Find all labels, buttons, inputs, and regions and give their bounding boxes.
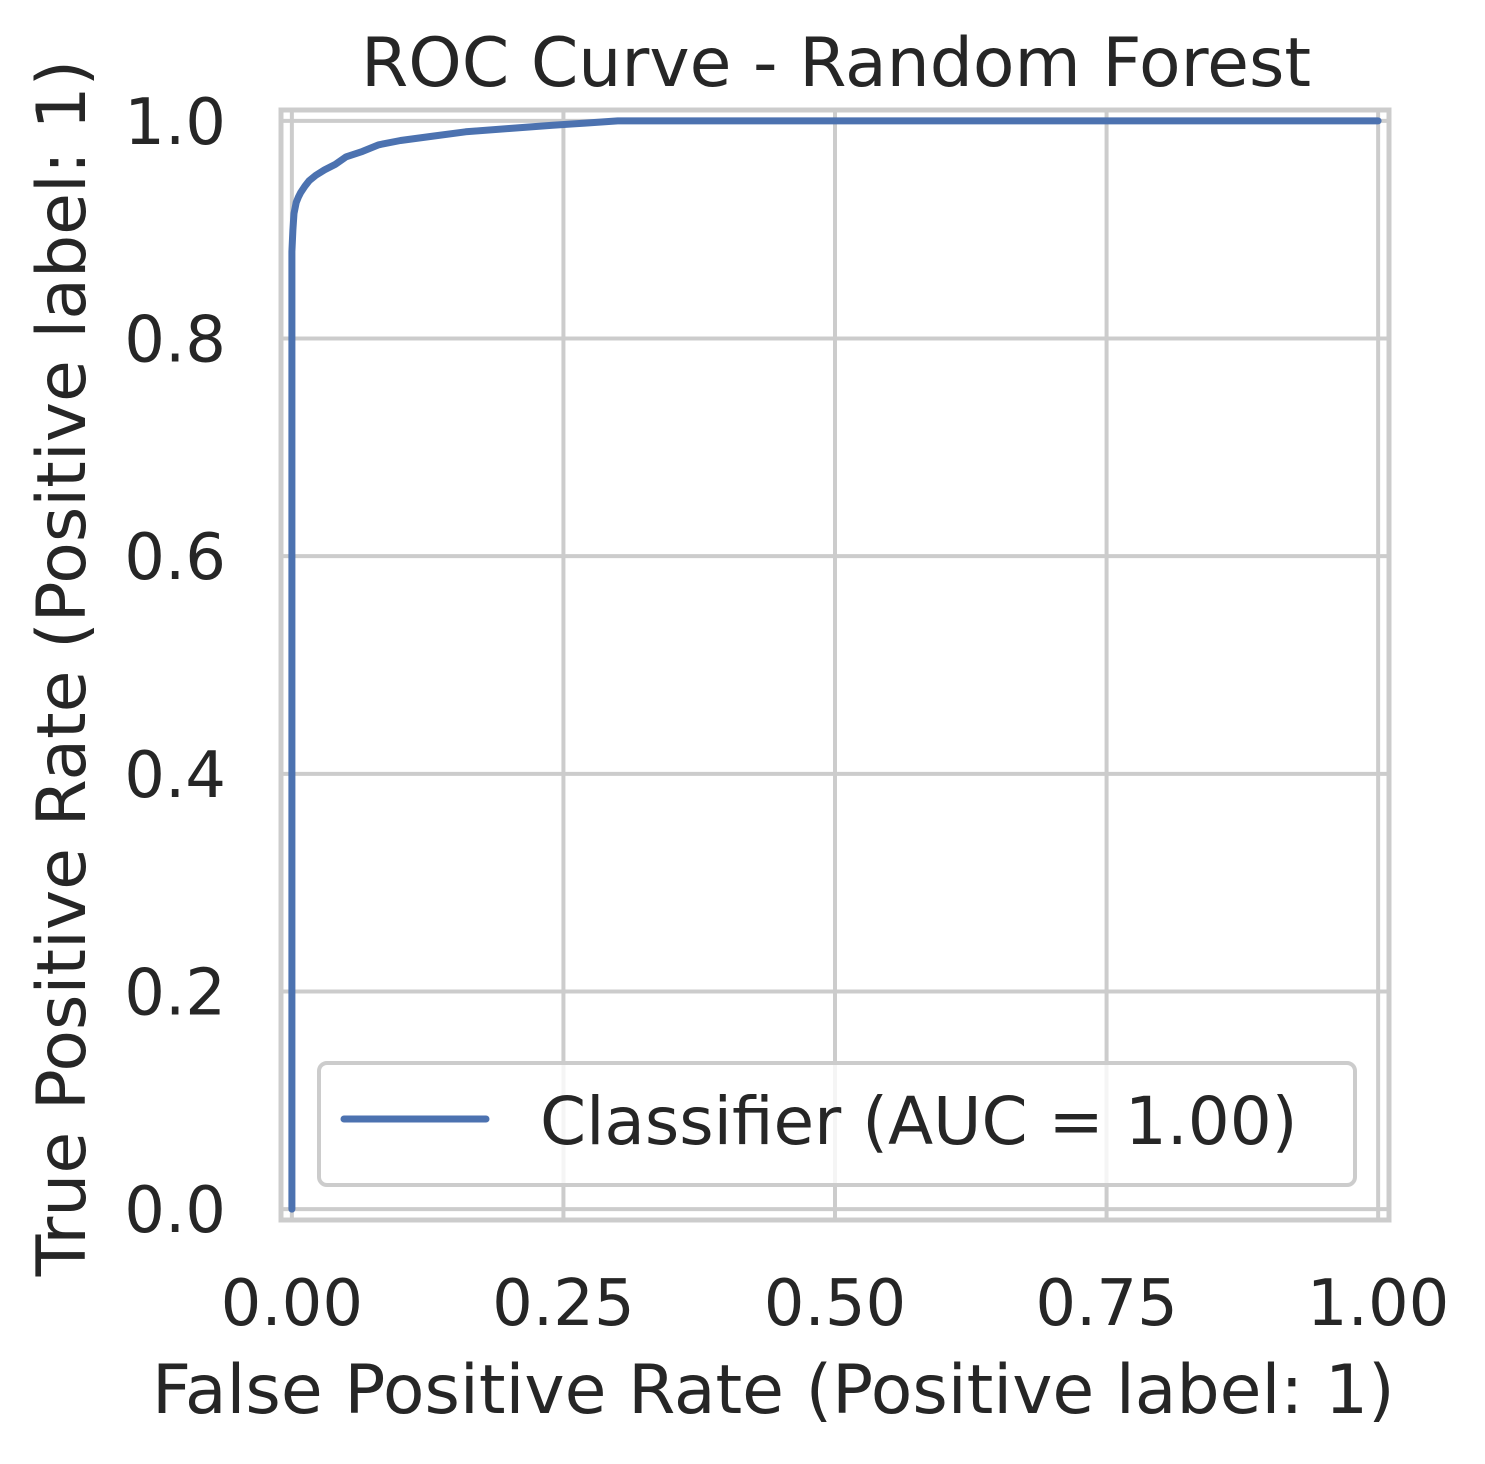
y-tick-label: 0.0 [124,1174,226,1248]
x-tick-labels: 0.00 0.25 0.50 0.75 1.00 [221,1267,1450,1341]
y-tick-label: 0.6 [124,521,226,595]
roc-curve-line [288,117,1382,1213]
y-axis-label: True Positive Rate (Positive label: 1) [23,60,102,1277]
x-tick-label: 0.00 [221,1267,364,1341]
y-tick-label: 0.8 [124,304,226,378]
x-tick-label: 0.75 [1035,1267,1178,1341]
x-axis-label: False Positive Rate (Positive label: 1) [152,1351,1395,1430]
y-tick-label: 0.4 [124,739,226,813]
y-tick-labels: 0.0 0.2 0.4 0.6 0.8 1.0 [124,86,226,1248]
x-tick-label: 0.50 [764,1267,907,1341]
y-tick-label: 0.2 [124,956,226,1030]
x-tick-label: 1.00 [1307,1267,1450,1341]
x-tick-label: 0.25 [492,1267,635,1341]
legend-label: Classifier (AUC = 1.00) [540,1083,1298,1160]
legend-box [317,1061,1357,1187]
plot-frame [278,107,1392,1223]
chart-title: ROC Curve - Random Forest [361,24,1311,103]
legend: Classifier (AUC = 1.00) [317,1061,1357,1187]
y-tick-label: 1.0 [124,86,226,160]
grid-layer [281,110,1389,1220]
series-layer [288,117,1382,1213]
